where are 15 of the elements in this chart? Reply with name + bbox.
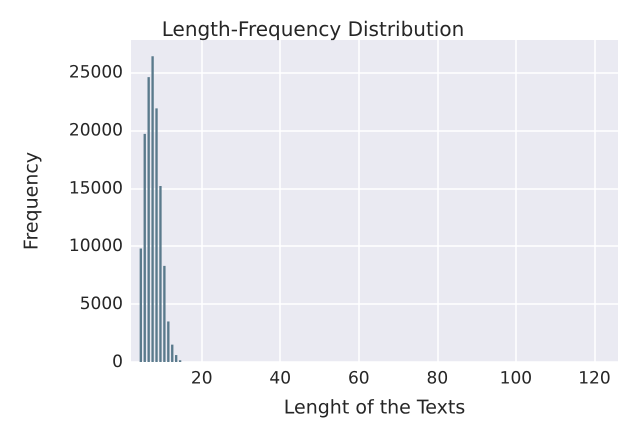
x-tick-label: 80 bbox=[426, 368, 448, 388]
x-axis-title: Lenght of the Texts bbox=[284, 396, 466, 418]
y-tick-label: 5000 bbox=[80, 294, 123, 314]
y-tick-label: 25000 bbox=[68, 62, 123, 82]
x-tick-label: 100 bbox=[500, 368, 532, 388]
y-tick-label: 20000 bbox=[68, 120, 123, 140]
x-tick-label: 20 bbox=[190, 368, 213, 388]
y-axis-title: Frequency bbox=[20, 152, 42, 250]
y-tick-label: 0 bbox=[112, 352, 123, 372]
y-tick-label: 10000 bbox=[68, 236, 123, 256]
x-tick-label: 60 bbox=[348, 368, 370, 388]
chart-title: Length-Frequency Distribution bbox=[162, 17, 464, 41]
x-tick-label: 40 bbox=[269, 368, 292, 388]
x-tick-label: 120 bbox=[578, 368, 611, 388]
y-tick-label: 15000 bbox=[68, 178, 123, 198]
